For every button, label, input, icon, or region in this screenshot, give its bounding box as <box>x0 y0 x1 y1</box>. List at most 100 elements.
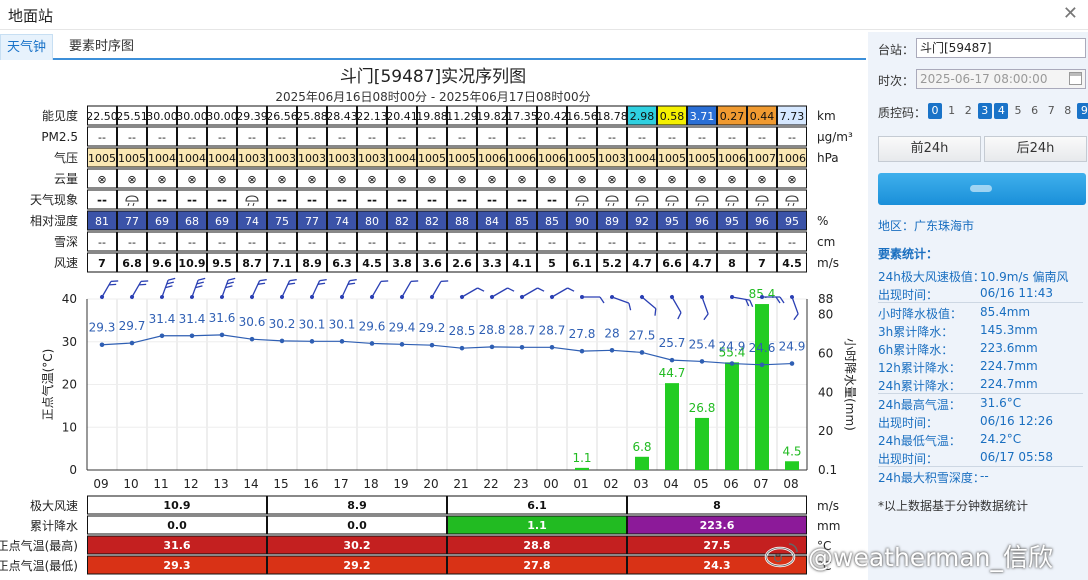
table-cell-value: 7 <box>758 257 766 270</box>
wind-barb-dot <box>340 295 344 299</box>
qc-code-0[interactable]: 0 <box>928 103 942 119</box>
calendar-icon[interactable] <box>1069 72 1082 85</box>
table-cell-value: ⊗ <box>577 173 586 186</box>
table-cell <box>537 126 567 147</box>
table-cell <box>627 126 657 147</box>
qc-code-7[interactable]: 7 <box>1047 104 1055 117</box>
table-cell <box>507 168 537 189</box>
wind-barb-feather <box>196 281 204 285</box>
table-cell-value: -- <box>427 193 437 207</box>
temperature-point <box>309 339 315 344</box>
qc-code-1[interactable]: 1 <box>948 104 956 117</box>
table-cell-value: 4.7 <box>692 257 712 270</box>
table-cell-value: -- <box>578 131 586 144</box>
wind-barb-shaft <box>671 296 682 313</box>
temperature-point <box>429 342 435 348</box>
table-cell <box>777 126 807 147</box>
table-cell <box>657 252 687 273</box>
summary-row-unit: m/s <box>817 499 839 513</box>
wind-barb-feather <box>259 278 267 282</box>
table-cell <box>567 126 597 147</box>
table-cell-value: -- <box>488 131 496 144</box>
table-cell <box>357 231 387 252</box>
qc-code-6[interactable]: 6 <box>1031 104 1039 117</box>
qc-code-5[interactable]: 5 <box>1014 104 1022 117</box>
table-cell-value: 22.50 <box>86 110 118 123</box>
table-cell-value: 3.6 <box>422 257 442 270</box>
precip-bar <box>785 461 799 470</box>
summary-cell-value: 29.2 <box>343 559 370 572</box>
x-tick-label: 18 <box>363 477 378 491</box>
qc-code-3[interactable]: 3 <box>977 103 992 119</box>
tab-weather-clock[interactable]: 天气钟 <box>0 34 54 60</box>
wind-barb-icon <box>550 287 575 299</box>
table-cell <box>387 126 417 147</box>
table-cell-value: ⊗ <box>547 173 556 186</box>
stat-key: 24h最大积雪深度： <box>878 471 985 485</box>
row-label: 相对湿度 <box>30 213 78 228</box>
wind-barb-dot <box>130 295 134 299</box>
prev-24h-button[interactable]: 前24h <box>878 136 981 162</box>
next-24h-button[interactable]: 后24h <box>984 136 1087 162</box>
temperature-label: 25.4 <box>689 337 716 351</box>
tab-element-timeseries[interactable]: 要素时序图 <box>69 39 135 54</box>
table-cell <box>717 126 747 147</box>
table-cell-value: -- <box>548 131 556 144</box>
qc-code-2[interactable]: 2 <box>964 104 972 117</box>
wind-barb-icon <box>760 295 785 304</box>
table-cell-value: -- <box>187 193 197 207</box>
wind-barb-shaft <box>341 280 351 298</box>
wind-barb-feather <box>567 287 575 292</box>
wind-barb-feather <box>225 285 233 289</box>
table-cell <box>327 126 357 147</box>
precip-label: 44.7 <box>659 366 686 380</box>
x-tick-label: 20 <box>423 477 438 491</box>
wind-barb-shaft <box>251 280 261 298</box>
qc-code-8[interactable]: 8 <box>1064 104 1072 117</box>
stat-value: -- <box>980 469 989 483</box>
qc-code-9[interactable]: 9 <box>1077 103 1088 119</box>
stat-row: 3h累计降水： 145.3mm <box>878 323 1083 340</box>
table-cell <box>567 189 597 210</box>
close-icon[interactable]: ✕ <box>1062 3 1078 24</box>
summary-cell <box>87 515 267 535</box>
table-cell-value: -- <box>728 236 736 249</box>
rain-drop-shape <box>637 202 640 207</box>
table-cell-value: 92 <box>635 215 649 228</box>
table-cell-value: 77 <box>305 215 319 228</box>
time-input[interactable]: 2025-06-17 08:00:00 <box>916 69 1086 89</box>
summary-cell-value: 8.9 <box>347 499 367 512</box>
wind-barb-feather <box>168 277 176 281</box>
table-cell <box>87 231 117 252</box>
table-cell <box>477 189 507 210</box>
rain-drop-shape <box>577 202 580 207</box>
station-input[interactable]: 斗门[59487] <box>916 38 1086 58</box>
table-cell <box>297 126 327 147</box>
table-cell <box>147 126 177 147</box>
table-cell-value: -- <box>788 236 796 249</box>
table-cell <box>207 147 237 168</box>
wind-barb-shaft <box>521 287 538 298</box>
rain-cloud-shape <box>755 195 769 202</box>
wind-barb-dot <box>730 295 734 299</box>
wind-barb-icon <box>670 295 682 320</box>
table-cell <box>567 147 597 168</box>
table-cell <box>597 126 627 147</box>
table-cell-value: 1003 <box>268 152 296 165</box>
y-left-label: 正点气温(°C) <box>40 349 55 421</box>
qc-code-4[interactable]: 4 <box>994 103 1009 119</box>
table-cell-value: 25.88 <box>296 110 328 123</box>
x-tick-label: 08 <box>783 477 798 491</box>
table-cell <box>147 189 177 210</box>
query-button[interactable] <box>878 173 1086 205</box>
table-cell-value: ⊗ <box>337 173 346 186</box>
table-cell <box>387 231 417 252</box>
table-cell-value: -- <box>487 193 497 207</box>
table-cell-value: 10.9 <box>178 257 205 270</box>
table-cell <box>477 252 507 273</box>
y-left-tick: 40 <box>62 292 77 306</box>
table-cell <box>387 105 417 126</box>
table-cell-value: 1005 <box>88 152 116 165</box>
table-cell-value: -- <box>668 131 676 144</box>
table-cell <box>537 231 567 252</box>
